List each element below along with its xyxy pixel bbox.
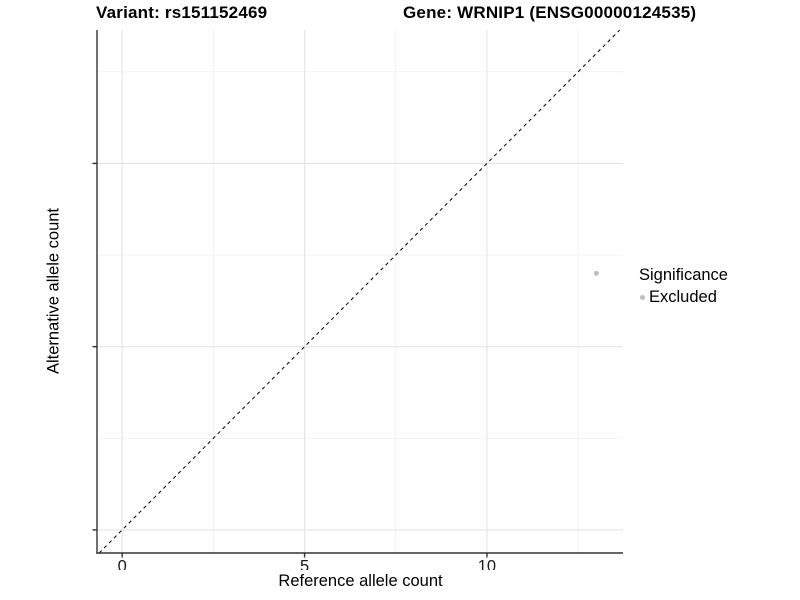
y-tick-label: 5 xyxy=(88,338,89,356)
x-axis-title: Reference allele count xyxy=(278,572,443,590)
y-tick-label: 10 xyxy=(88,155,89,173)
x-tick-label: 5 xyxy=(300,558,309,570)
legend: Significance Excluded xyxy=(639,266,728,307)
legend-item: Excluded xyxy=(640,288,728,307)
legend-point-icon xyxy=(640,295,645,300)
legend-item-label: Excluded xyxy=(649,288,717,306)
plot-title-gene: Gene: WRNIP1 (ENSG00000124535) xyxy=(403,3,697,22)
legend-title: Significance xyxy=(639,266,728,284)
plot-title-variant: Variant: rs151152469 xyxy=(96,3,268,22)
chart-panel: 0 5 10 0 5 10 xyxy=(88,29,623,570)
identity-line xyxy=(98,29,621,554)
x-tick-label: 0 xyxy=(118,558,127,570)
x-tick-label: 10 xyxy=(478,558,496,570)
y-axis-title: Alternative allele count xyxy=(44,207,63,375)
data-point xyxy=(593,270,599,276)
y-tick-label: 0 xyxy=(88,521,89,539)
